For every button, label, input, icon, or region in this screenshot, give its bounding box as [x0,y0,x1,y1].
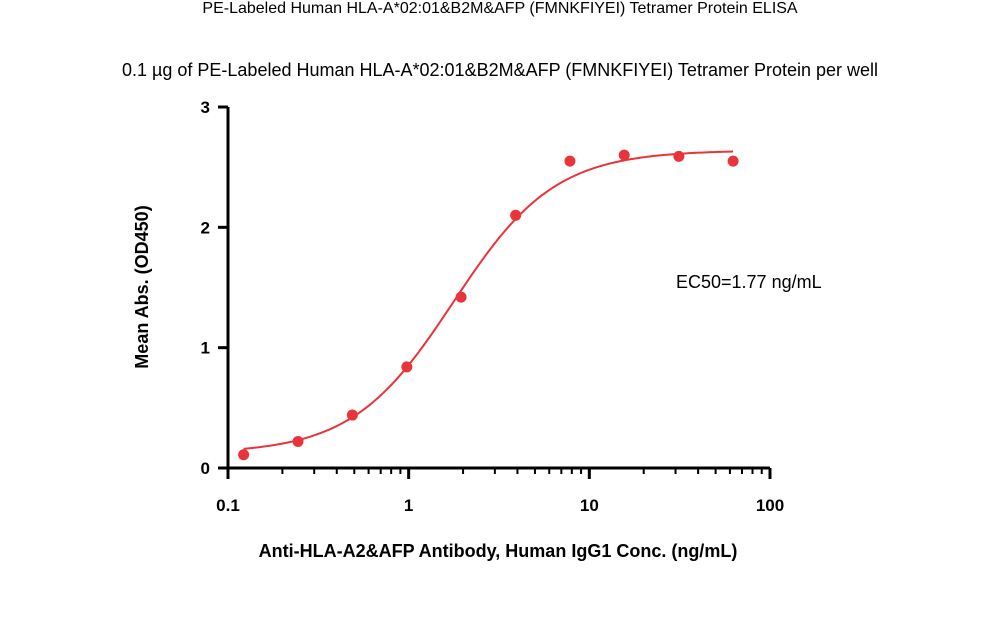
chart-title: PE-Labeled Human HLA-A*02:01&B2M&AFP (FM… [202,0,798,17]
data-point [510,209,522,221]
data-point [673,150,685,162]
y-tick-label: 2 [201,218,210,237]
data-point [346,409,358,421]
y-tick-label: 0 [201,459,210,478]
x-tick-label: 1 [404,496,413,515]
y-tick-label: 3 [201,98,210,117]
ec50-annotation: EC50=1.77 ng/mL [676,272,822,292]
y-tick-label: 1 [201,339,210,358]
chart-subtitle: 0.1 µg of PE-Labeled Human HLA-A*02:01&B… [121,60,879,80]
y-axis-title: Mean Abs. (OD450) [132,205,152,368]
x-tick-label: 10 [580,496,599,515]
data-point [564,155,576,167]
x-tick-label: 0.1 [216,496,240,515]
data-point [618,149,630,161]
data-point [727,155,739,167]
data-point [238,449,250,461]
data-point [455,291,467,303]
data-point [401,361,413,373]
data-point [292,436,304,448]
x-axis-title: Anti-HLA-A2&AFP Antibody, Human IgG1 Con… [259,541,738,561]
x-tick-label: 100 [756,496,784,515]
fit-curve [243,150,734,450]
